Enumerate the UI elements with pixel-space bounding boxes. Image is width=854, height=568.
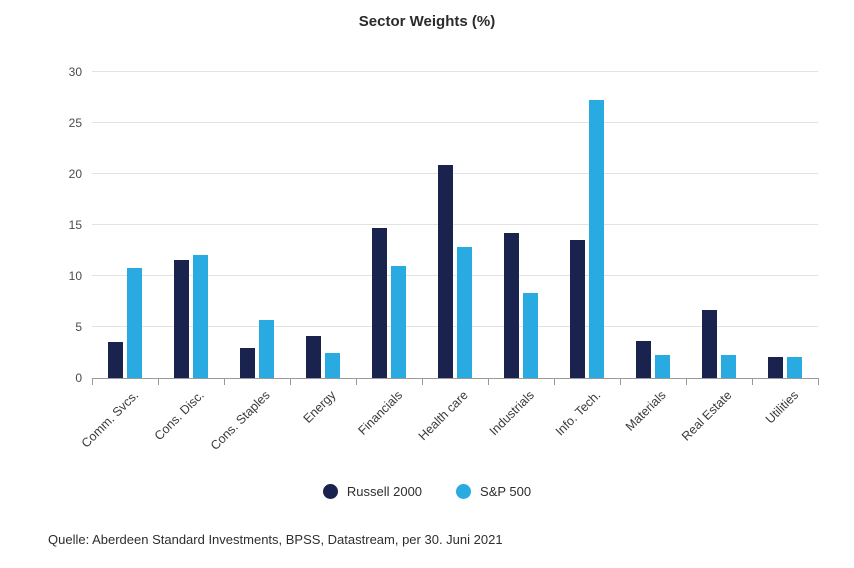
x-tick-label: Real Estate — [679, 388, 735, 444]
x-tick-label: Financials — [355, 388, 405, 438]
y-tick-label: 15 — [68, 218, 82, 232]
gridline — [92, 71, 818, 72]
x-tick-label: Cons. Disc. — [151, 388, 207, 444]
x-tick-label: Industrials — [486, 388, 537, 439]
x-tick — [686, 378, 687, 385]
y-tick-label: 30 — [68, 65, 82, 79]
bar-s-p-500 — [127, 267, 142, 378]
bar-s-p-500 — [391, 265, 406, 378]
x-tick-label: Materials — [623, 388, 669, 434]
x-tick — [422, 378, 423, 385]
bar-russell-2000 — [306, 336, 321, 378]
y-tick-label: 10 — [68, 269, 82, 283]
bar-russell-2000 — [108, 342, 123, 378]
bar-s-p-500 — [325, 352, 340, 378]
x-tick — [356, 378, 357, 385]
legend-swatch — [322, 484, 338, 499]
x-tick-label: Cons. Staples — [207, 388, 273, 453]
bar-russell-2000 — [702, 309, 717, 378]
chart-title: Sector Weights (%) — [358, 13, 496, 30]
bar-s-p-500 — [655, 354, 670, 378]
bar-s-p-500 — [721, 354, 736, 378]
x-tick — [554, 378, 555, 385]
x-tick — [752, 378, 753, 385]
bar-russell-2000 — [768, 356, 783, 378]
x-tick-label: Utilities — [762, 388, 801, 427]
legend-label: Russell 2000 — [346, 484, 423, 499]
bar-russell-2000 — [504, 233, 519, 378]
x-tick-label: Energy — [300, 388, 339, 426]
bar-russell-2000 — [240, 348, 255, 378]
bar-s-p-500 — [589, 99, 604, 378]
plot-area — [92, 71, 819, 385]
y-tick-label: 20 — [68, 167, 82, 181]
x-tick — [620, 378, 621, 385]
gridline — [92, 122, 818, 123]
bar-s-p-500 — [457, 247, 472, 378]
bar-russell-2000 — [372, 228, 387, 378]
source-note: Quelle: Aberdeen Standard Investments, B… — [48, 532, 503, 547]
legend-item: Russell 2000 — [322, 484, 423, 499]
bar-s-p-500 — [193, 254, 208, 378]
x-tick-label: Info. Tech. — [552, 388, 603, 439]
x-tick-label: Comm. Svcs. — [78, 388, 141, 451]
gridline — [92, 326, 818, 327]
x-tick-label: Health care — [415, 388, 471, 444]
bar-russell-2000 — [636, 341, 651, 378]
gridline — [92, 224, 818, 225]
bar-s-p-500 — [787, 356, 802, 378]
x-tick — [290, 378, 291, 385]
bar-s-p-500 — [259, 319, 274, 378]
bar-russell-2000 — [570, 240, 585, 378]
bar-s-p-500 — [523, 293, 538, 378]
y-tick-label: 0 — [75, 371, 82, 385]
x-tick — [224, 378, 225, 385]
legend: Russell 2000 S&P 500 — [0, 484, 854, 499]
bar-russell-2000 — [174, 259, 189, 378]
x-tick — [488, 378, 489, 385]
legend-item: S&P 500 — [456, 484, 531, 499]
legend-swatch — [456, 484, 472, 499]
gridline — [92, 275, 818, 276]
y-tick-label: 25 — [68, 116, 82, 130]
gridline — [92, 173, 818, 174]
bar-russell-2000 — [438, 164, 453, 378]
x-tick — [158, 378, 159, 385]
x-tick — [818, 378, 819, 385]
x-tick — [92, 378, 93, 385]
legend-label: S&P 500 — [480, 484, 532, 499]
y-tick-label: 5 — [75, 320, 82, 334]
